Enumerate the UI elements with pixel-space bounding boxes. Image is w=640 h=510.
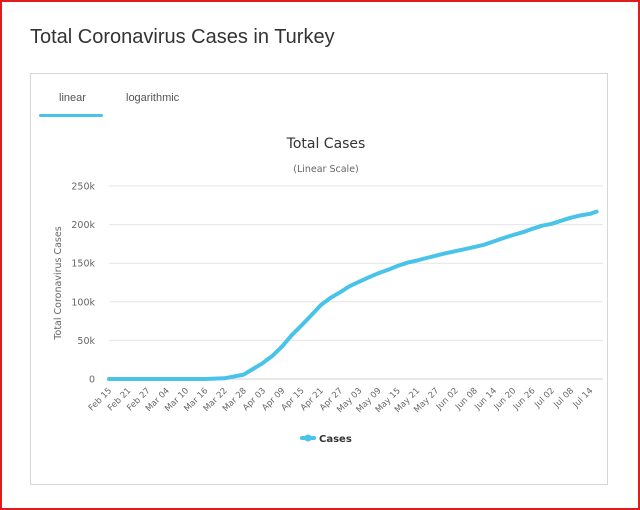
legend[interactable]: Cases xyxy=(300,434,352,445)
tab-logarithmic[interactable]: logarithmic xyxy=(126,92,180,104)
active-tab-indicator xyxy=(39,114,103,117)
series-line-cases[interactable] xyxy=(107,209,599,381)
y-tick-label: 100k xyxy=(71,297,95,308)
legend-label-cases: Cases xyxy=(319,434,352,445)
scale-tabs: linear logarithmic xyxy=(39,74,599,118)
x-tick-label: Jul 02 xyxy=(532,386,557,411)
y-axis-title: Total Coronavirus Cases xyxy=(53,226,64,340)
chart-subtitle: (Linear Scale) xyxy=(293,164,359,175)
y-tick-label: 0 xyxy=(89,375,95,386)
y-tick-label: 200k xyxy=(71,220,95,231)
page-title: Total Coronavirus Cases in Turkey xyxy=(30,26,335,48)
y-tick-label: 150k xyxy=(71,259,95,270)
chart-card: linear logarithmic Total Cases (Linear S… xyxy=(30,73,608,485)
y-tick-label: 250k xyxy=(71,182,95,193)
series-layer xyxy=(107,209,599,381)
tab-linear[interactable]: linear xyxy=(59,92,86,104)
line-chart: Total Cases (Linear Scale) Total Coronav… xyxy=(53,136,603,445)
y-axis-ticks: 0 50k 100k 150k 200k 250k xyxy=(71,182,95,386)
legend-marker xyxy=(304,434,312,442)
y-tick-label: 50k xyxy=(77,336,95,347)
x-tick-label: Jul 08 xyxy=(551,386,576,411)
x-tick-label: Jul 14 xyxy=(571,386,596,411)
chart-title: Total Cases xyxy=(286,136,366,152)
